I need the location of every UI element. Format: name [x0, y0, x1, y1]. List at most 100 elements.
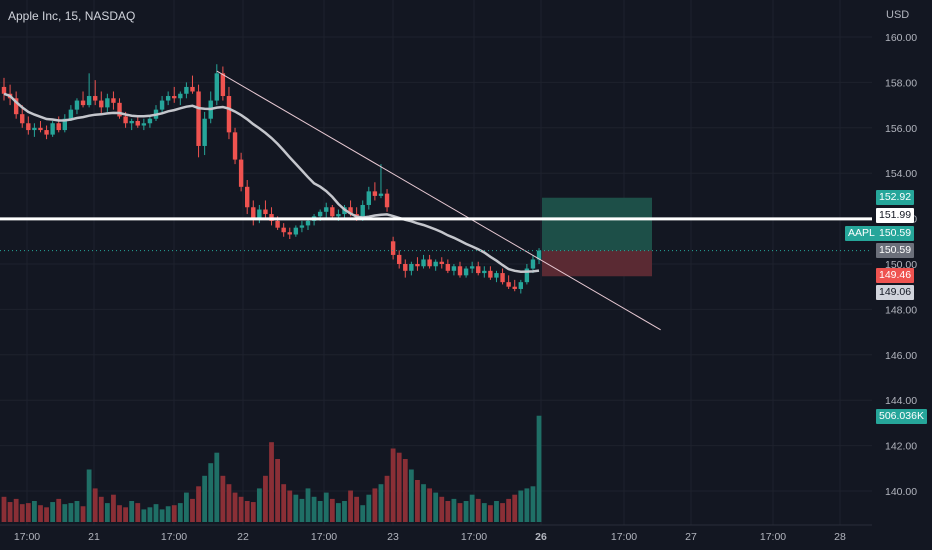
- volume-bar: [396, 452, 402, 522]
- candle-body: [245, 186, 250, 208]
- candle-body: [220, 73, 226, 97]
- volume-bar: [117, 505, 122, 522]
- candle-body: [494, 273, 499, 278]
- volume-bar: [165, 506, 171, 522]
- volume-bar: [421, 484, 426, 522]
- candle-body: [135, 120, 140, 126]
- time-tick-label: 23: [387, 531, 399, 543]
- candle-body: [536, 250, 542, 260]
- volume-bar: [408, 469, 414, 522]
- symbol-title[interactable]: Apple Inc, 15, NASDAQ: [8, 9, 136, 23]
- volume-bar: [469, 494, 475, 522]
- volume-bar: [38, 505, 43, 522]
- volume-bar: [147, 507, 153, 522]
- candle-body: [397, 254, 402, 264]
- time-axis[interactable]: 17:00 21 17:00 22 17:00 23 17:00 26 17:00 27 17:00…: [14, 531, 846, 543]
- time-tick-label: 21: [88, 531, 100, 543]
- candle-body: [13, 98, 19, 115]
- candle-body: [476, 266, 481, 274]
- trendline[interactable]: [216, 70, 661, 331]
- volume-bar: [336, 503, 341, 522]
- candle-body: [275, 220, 280, 228]
- volume-bar: [415, 480, 420, 522]
- candle-body: [469, 266, 475, 269]
- volume-bar: [433, 492, 439, 522]
- volume-bar: [536, 415, 542, 522]
- volume-bar: [372, 488, 378, 522]
- long-position-tool[interactable]: [542, 197, 652, 277]
- candle-body: [26, 123, 31, 131]
- volume-bar: [196, 486, 201, 522]
- volume-bar: [25, 503, 31, 522]
- candle-body: [372, 191, 378, 196]
- candle-body: [421, 259, 426, 267]
- volume-bar: [111, 494, 116, 522]
- volume-bar: [524, 488, 530, 522]
- volume-bar: [317, 501, 323, 522]
- volume-bar: [232, 492, 238, 522]
- volume-bar: [366, 494, 372, 522]
- candle-body: [129, 120, 134, 124]
- volume-bar: [98, 496, 104, 522]
- target-zone: [542, 197, 652, 251]
- symbol-badge: AAPL: [845, 226, 878, 241]
- candle-body: [1, 86, 7, 94]
- volume-bar: [123, 507, 128, 522]
- candle-body: [305, 220, 311, 226]
- volume-bar: [311, 496, 317, 522]
- volume-bar: [153, 504, 159, 522]
- candle-body: [263, 209, 268, 215]
- candle-body: [226, 96, 232, 133]
- low-price-badge: 149.06: [876, 285, 915, 300]
- candle-body: [165, 96, 171, 101]
- volume-bar: [323, 492, 329, 522]
- volume-bar: [92, 488, 98, 522]
- volume-bar: [13, 498, 19, 522]
- price-tick-label: 140.00: [885, 486, 917, 498]
- candle-body: [415, 264, 420, 267]
- volume-bars: [1, 415, 542, 522]
- candle-body: [62, 118, 67, 131]
- volume-bar: [402, 459, 408, 522]
- candle-body: [99, 100, 104, 108]
- candle-body: [457, 266, 463, 276]
- candle-body: [439, 261, 444, 264]
- candle-body: [482, 270, 487, 274]
- candle-body: [488, 270, 493, 278]
- price-tick-label: 146.00: [885, 350, 917, 362]
- candle-body: [93, 96, 98, 101]
- candle-body: [20, 114, 25, 124]
- volume-bar: [293, 494, 299, 522]
- price-tick-label: 158.00: [885, 77, 917, 89]
- volume-bar: [177, 503, 183, 522]
- volume-bar: [360, 505, 366, 522]
- volume-bar: [378, 484, 384, 522]
- volume-bar: [329, 498, 335, 522]
- price-tick-label: 154.00: [885, 168, 917, 180]
- volume-bar: [390, 448, 396, 522]
- grid: [0, 0, 872, 526]
- volume-bar: [445, 501, 451, 522]
- volume-bar: [104, 503, 110, 522]
- candle-body: [44, 130, 49, 135]
- time-tick-label: 17:00: [311, 531, 337, 543]
- candle-body: [506, 282, 511, 287]
- candle-body: [287, 232, 292, 235]
- time-tick-label: 17:00: [14, 531, 40, 543]
- candle-body: [214, 73, 219, 101]
- volume-bar: [190, 498, 195, 522]
- volume-bar: [135, 503, 141, 522]
- volume-bar: [171, 505, 177, 522]
- candle-body: [32, 127, 37, 131]
- price-tick-label: 148.00: [885, 304, 917, 316]
- volume-bar: [7, 502, 13, 522]
- volume-bar: [439, 496, 445, 522]
- candle-body: [445, 264, 451, 271]
- volume-bar: [348, 490, 353, 522]
- volume-bar: [141, 509, 147, 522]
- candle-body: [238, 159, 244, 187]
- volume-bar: [518, 490, 524, 522]
- volume-bar: [457, 503, 463, 522]
- price-tick-label: 156.00: [885, 123, 917, 135]
